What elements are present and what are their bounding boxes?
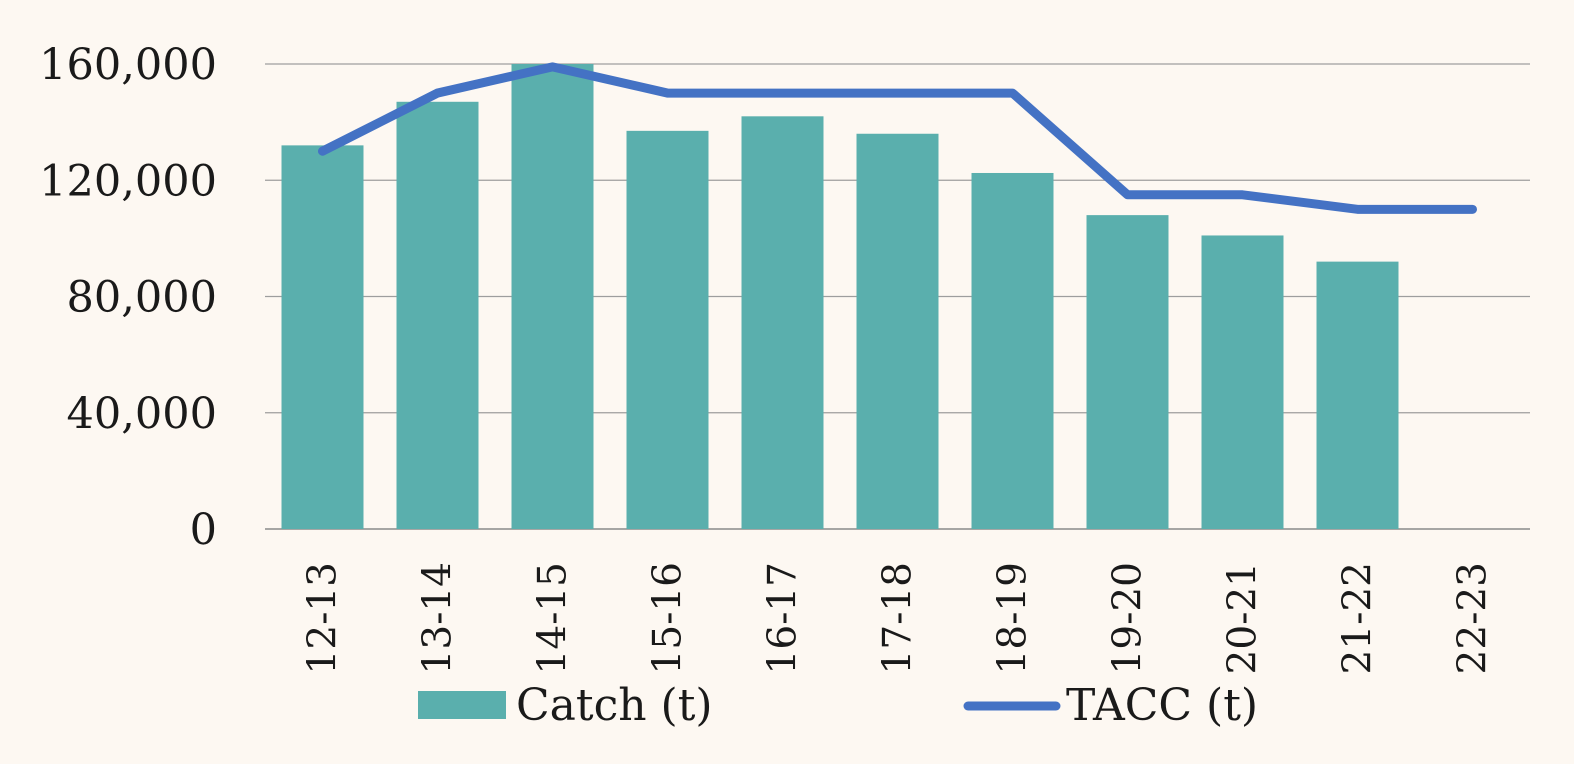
x-axis-tick-labels: 12-13 13-14 14-15 15-16 16-17 17-18 18-19 19-20…: [301, 562, 1496, 674]
catch-bar: [856, 133, 939, 529]
catch-bar: [741, 116, 824, 529]
x-tick-label: 12-13: [301, 562, 346, 674]
catch-bar: [281, 145, 364, 529]
y-tick-label: 80,000: [67, 273, 217, 323]
tacc-line-layer: [318, 62, 1477, 214]
x-tick-label: 13-14: [416, 562, 461, 674]
y-tick-label: 120,000: [39, 156, 217, 206]
x-tick-label: 22-23: [1451, 562, 1496, 674]
x-tick-label: 16-17: [761, 562, 806, 674]
legend: Catch (t) TACC (t): [418, 680, 1258, 731]
x-tick-label: 15-16: [646, 562, 691, 674]
tacc-line: [318, 62, 1477, 214]
y-tick-label: 160,000: [39, 40, 217, 90]
x-tick-label: 20-21: [1221, 562, 1266, 674]
catch-bar: [971, 172, 1054, 529]
legend-catch-label: Catch (t): [516, 680, 713, 731]
catch-bar: [396, 101, 479, 529]
y-tick-label: 40,000: [67, 389, 217, 439]
legend-tacc-label: TACC (t): [1066, 680, 1258, 731]
catch-bar: [1316, 261, 1399, 529]
x-tick-label: 14-15: [531, 562, 576, 674]
x-tick-label: 21-22: [1336, 562, 1381, 674]
catch-bars: [281, 64, 1399, 529]
x-tick-label: 19-20: [1106, 562, 1151, 674]
x-tick-label: 17-18: [876, 562, 921, 674]
legend-catch-swatch: [418, 691, 506, 719]
y-tick-label: 0: [190, 505, 217, 555]
catch-bar: [1201, 235, 1284, 529]
y-axis-tick-labels: 0 40,000 80,000 120,000 160,000: [39, 40, 217, 555]
catch-bar: [1086, 215, 1169, 529]
catch-bar: [511, 64, 594, 529]
catch-bar: [626, 130, 709, 529]
x-tick-label: 18-19: [991, 562, 1036, 674]
